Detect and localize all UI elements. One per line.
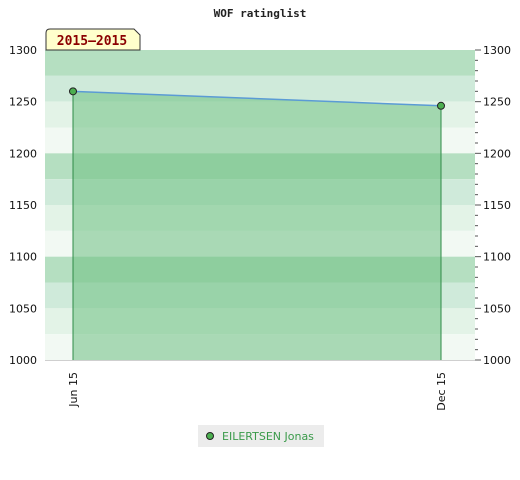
rating-area-fill: [73, 91, 441, 360]
y-tick-label-left: 1300: [9, 44, 37, 57]
series-layer: [69, 87, 445, 110]
y-tick-label-right: 1000: [483, 354, 511, 367]
y-tick-label-right: 1250: [483, 96, 511, 109]
period-badge: 2015–2015: [45, 28, 141, 51]
period-label: 2015–2015: [57, 34, 127, 49]
y-tick-label-left: 1100: [9, 251, 37, 264]
x-tick-label: Jun 15: [67, 372, 80, 408]
y-tick-label-left: 1150: [9, 199, 37, 212]
rating-area: [72, 91, 442, 360]
y-tick-label-right: 1150: [483, 199, 511, 212]
data-point: [437, 101, 445, 110]
y-tick-label-right: 1200: [483, 147, 511, 160]
y-tick-label-left: 1200: [9, 147, 37, 160]
y-tick-label-left: 1050: [9, 302, 37, 315]
legend[interactable]: EILERTSEN Jonas: [198, 425, 324, 447]
x-tick-label: Dec 15: [435, 372, 448, 411]
y-tick-label-left: 1000: [9, 354, 37, 367]
axes: 1000 1000 1050 1050 1100 1100 1150 1150 1200 1200…: [9, 44, 511, 411]
y-tick-label-left: 1250: [9, 96, 37, 109]
y-tick-label-right: 1100: [483, 251, 511, 264]
data-point: [69, 87, 77, 96]
legend-label: EILERTSEN Jonas: [222, 430, 314, 443]
background-band: [45, 50, 475, 76]
y-tick-label-right: 1300: [483, 44, 511, 57]
series-line: [72, 90, 442, 107]
chart-title: WOF ratinglist: [214, 7, 307, 20]
legend-marker-icon: [206, 432, 214, 440]
y-tick-label-right: 1050: [483, 302, 511, 315]
